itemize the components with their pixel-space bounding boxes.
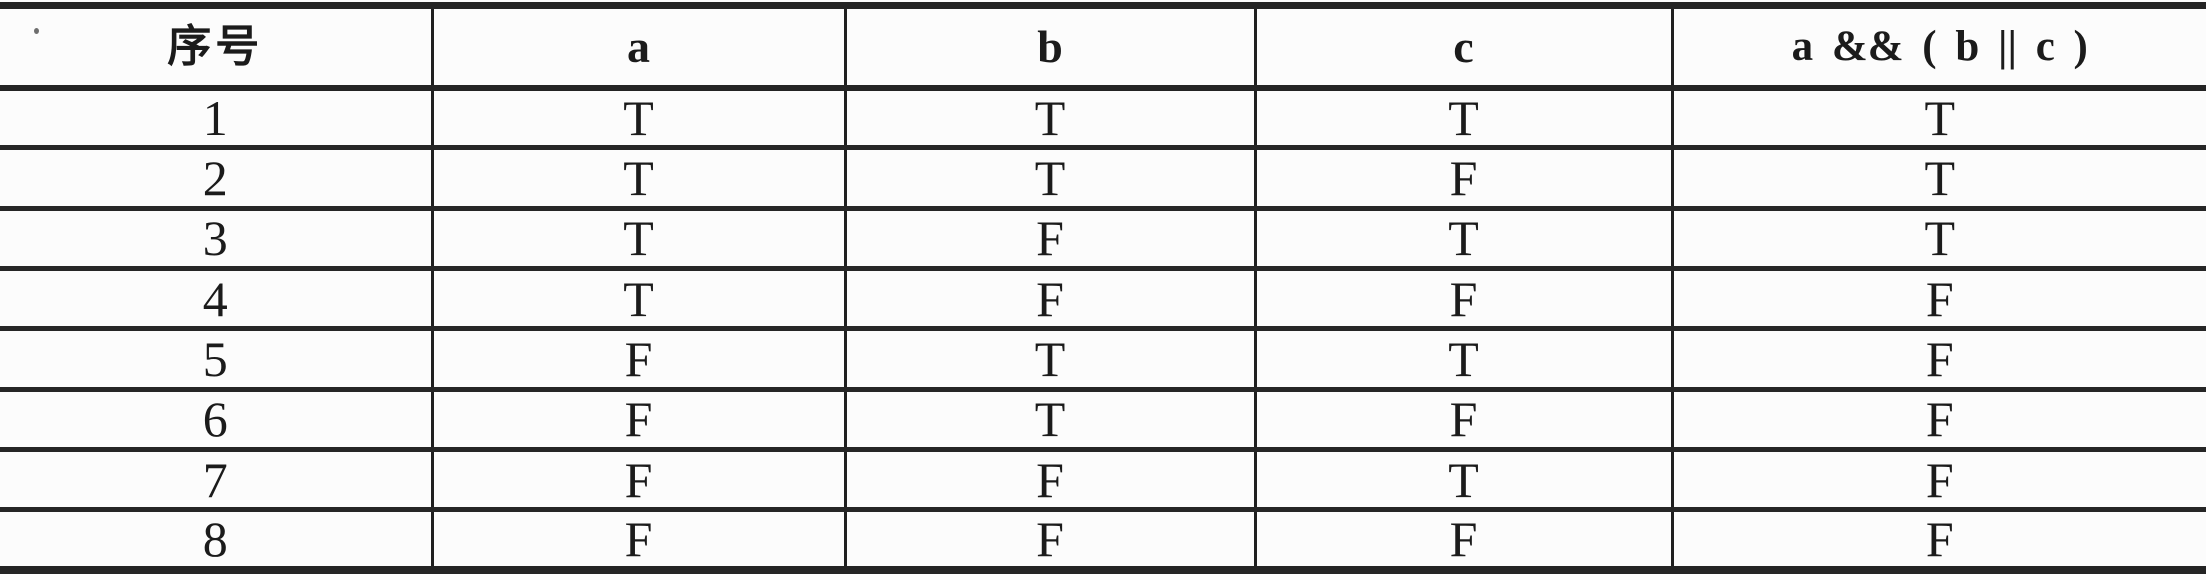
col-header-result: a && ( b || c ) xyxy=(1672,5,2206,91)
cell-b: T xyxy=(845,389,1257,452)
cell-index: 2 xyxy=(0,147,434,211)
cell-c: T xyxy=(1255,449,1674,513)
table-row: 5 F T T F xyxy=(0,328,2206,392)
col-header-index: 序号 xyxy=(0,5,434,91)
cell-c: T xyxy=(1255,208,1674,271)
cell-c: T xyxy=(1255,328,1674,392)
table-row: 6 F T F F xyxy=(0,389,2206,452)
cell-b: T xyxy=(845,328,1257,392)
cell-result: F xyxy=(1672,328,2206,392)
cell-c: F xyxy=(1255,389,1674,452)
cell-a: F xyxy=(432,328,847,392)
table-row: 1 T T T T xyxy=(0,87,2206,151)
cell-result: F xyxy=(1925,511,1954,568)
cell-a: F xyxy=(432,509,847,570)
cell-index: 4 xyxy=(0,268,434,332)
cell-a: T xyxy=(432,208,847,271)
cell-a: T xyxy=(432,268,847,332)
cell-index: 8 xyxy=(0,509,434,570)
cell-result: T xyxy=(1672,208,2206,271)
cell-c: T xyxy=(1255,87,1674,151)
col-header-a: a xyxy=(432,5,847,91)
table-row: 8 F F F F xyxy=(0,509,2206,570)
cell-index: 6 xyxy=(0,389,434,452)
col-header-b: b xyxy=(845,5,1257,91)
cell-result: T xyxy=(1672,87,2206,151)
cell-result: F xyxy=(1672,389,2206,452)
cell-a: F xyxy=(432,449,847,513)
cell-b: F xyxy=(845,449,1257,513)
table-row: 4 T F F F xyxy=(0,268,2206,332)
cell-index: 3 xyxy=(0,208,434,271)
cell-a: T xyxy=(432,147,847,211)
cell-b: T xyxy=(845,147,1257,211)
cell-b: F xyxy=(845,208,1257,271)
header-row: 序号 a b c a && ( b || c ) xyxy=(0,5,2206,91)
cell-c: F xyxy=(1255,509,1674,570)
table-row: 3 T F T T xyxy=(0,208,2206,271)
table-row: 7 F F T F xyxy=(0,449,2206,513)
cell-c: F xyxy=(1255,147,1674,211)
cell-index: 5 xyxy=(0,328,434,392)
cell-index: 7 xyxy=(0,449,434,513)
cell-result: F xyxy=(1672,268,2206,332)
cell-result: T xyxy=(1672,147,2206,211)
cell-a: F xyxy=(432,389,847,452)
cell-a: T xyxy=(432,87,847,151)
cell-b: T xyxy=(845,87,1257,151)
cell-b: F xyxy=(845,509,1257,570)
cell-result: F xyxy=(1672,449,2206,513)
cell-index: 1 xyxy=(0,87,434,151)
cell-b: F xyxy=(845,268,1257,332)
table-row: 2 T T F T xyxy=(0,147,2206,211)
col-header-c: c xyxy=(1255,5,1674,91)
cell-c: F xyxy=(1255,268,1674,332)
